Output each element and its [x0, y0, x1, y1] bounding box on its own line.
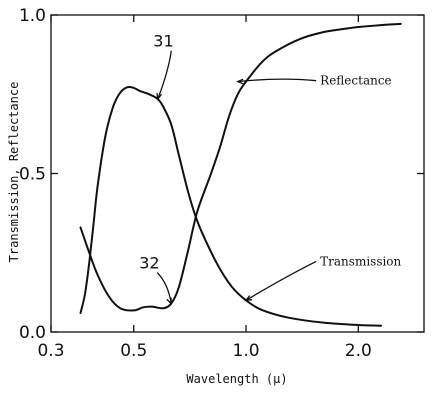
reflectance-curve: [79, 85, 382, 327]
x-axis-title: Wavelength (μ): [186, 372, 287, 386]
x-axis: 0.3 0.5 1.0 2.0: [37, 15, 372, 361]
annotation-label: Transmission: [320, 254, 401, 268]
y-axis: 0.0 0.5 1.0: [19, 6, 424, 343]
y-tick-label: 1.0: [19, 6, 46, 26]
x-tick-label: 0.3: [37, 341, 64, 361]
annotation-leader-line: [237, 78, 317, 83]
x-tick-label: 1.0: [233, 341, 260, 361]
annotation-arrowhead: [244, 295, 253, 302]
annotation-leader-line: [245, 260, 317, 301]
y-axis-title: Transmission, Reflectance: [7, 82, 21, 263]
transmission-curve: [79, 22, 402, 312]
annotation-arrowhead: [166, 297, 172, 306]
x-tick-label: 0.5: [120, 341, 147, 361]
y-tick-label: 0.0: [19, 323, 46, 343]
annotation-leader-line: [156, 272, 172, 304]
series-layer: [79, 22, 402, 327]
annotation-label: Reflectance: [320, 74, 392, 88]
y-tick-label: 0.5: [19, 165, 46, 185]
x-tick-label: 2.0: [345, 341, 372, 361]
annotation-layer: Reflectance Transmission 31 32: [139, 32, 402, 306]
annotation-arrowhead: [236, 78, 244, 85]
annotation-arrowhead: [156, 93, 163, 101]
plot-frame: [50, 14, 425, 333]
annotation-label: 32: [139, 254, 159, 273]
annotation-label: 31: [153, 32, 173, 51]
annotation-leader-line: [157, 50, 172, 100]
